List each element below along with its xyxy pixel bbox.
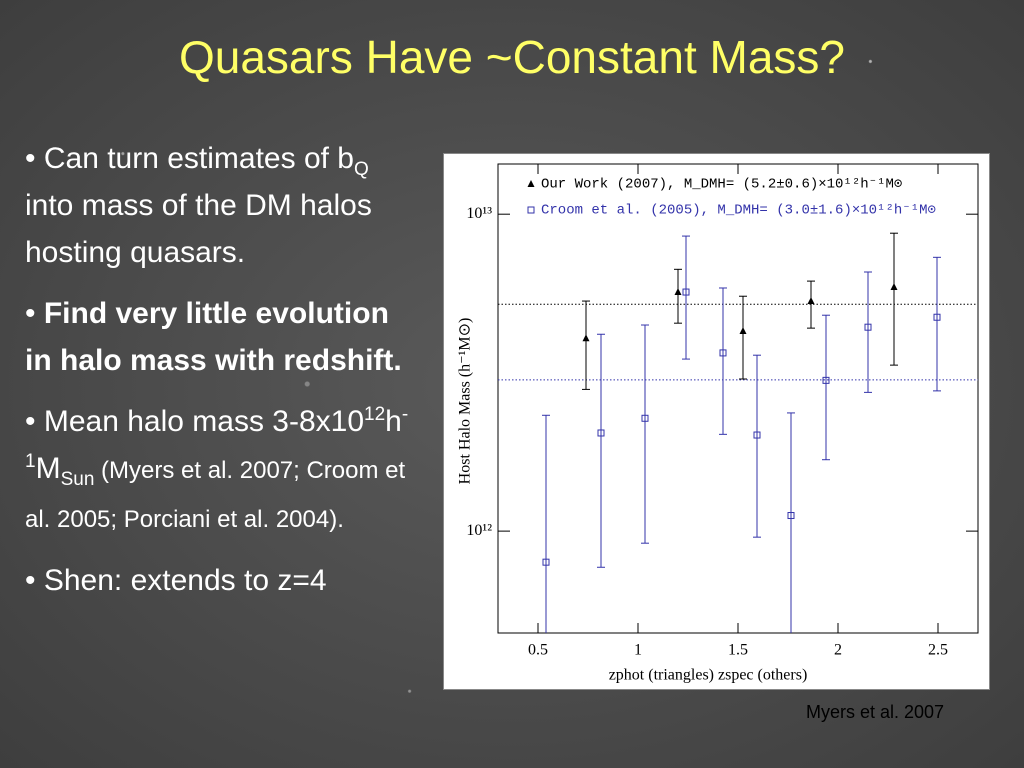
- caption: Myers et al. 2007: [806, 702, 945, 722]
- data-point: [674, 288, 682, 296]
- y-tick-label: 10¹³: [466, 205, 492, 222]
- data-point: [682, 288, 690, 296]
- data-point: [582, 334, 590, 342]
- data-point: [719, 349, 727, 357]
- bullet-text: Q: [354, 159, 369, 180]
- data-point: [753, 431, 761, 439]
- bullet: Shen: extends to z=4: [25, 557, 420, 604]
- bullet-text: 12: [364, 404, 386, 425]
- bullet: Can turn estimates of bQ into mass of th…: [25, 135, 420, 276]
- legend-label: Croom et al. (2005), M_DMH= (3.0±1.6)×10…: [541, 203, 936, 219]
- x-tick-label: 1: [634, 642, 642, 659]
- data-point: [597, 429, 605, 437]
- legend-label: Our Work (2007), M_DMH= (5.2±0.6)×10¹²h⁻…: [541, 177, 903, 193]
- bullet-text: h: [385, 405, 402, 438]
- chart: zphot (triangles) zspec (others) Host Ha…: [443, 153, 990, 690]
- y-axis-label: Host Halo Mass (h⁻¹M⊙): [457, 318, 474, 485]
- plot-frame: [497, 163, 979, 634]
- bullet-text: Shen: extends to z=4: [43, 564, 327, 597]
- bullet-text: Find very little evolution in halo mass …: [25, 297, 402, 377]
- x-axis-label: zphot (triangles) zspec (others): [609, 667, 808, 684]
- data-point: [739, 326, 747, 334]
- bullet-text: into mass of the DM halos hosting quasar…: [25, 189, 372, 269]
- bullet-list: Can turn estimates of bQ into mass of th…: [25, 135, 420, 618]
- bullet: Find very little evolution in halo mass …: [25, 290, 420, 384]
- data-point: [787, 512, 795, 520]
- x-tick-label: 2: [834, 642, 842, 659]
- bullet-text: Can turn estimates of b: [43, 142, 354, 175]
- data-point: [822, 376, 830, 384]
- data-point: [807, 297, 815, 305]
- data-point: [890, 283, 898, 291]
- legend-marker: [527, 206, 535, 214]
- y-tick-label: 10¹²: [466, 522, 492, 539]
- bullet-text: -1: [25, 404, 409, 472]
- x-tick-label: 2.5: [928, 642, 948, 659]
- data-point: [933, 313, 941, 321]
- bullet-text: M: [35, 452, 61, 485]
- plot-area: [498, 232, 978, 633]
- legend-marker: [527, 180, 535, 187]
- data-point: [641, 414, 649, 422]
- bullet: Mean halo mass 3-8x1012h-1MSun (Myers et…: [25, 398, 420, 543]
- bullet-text: Sun: [60, 469, 95, 490]
- x-tick-label: 1.5: [728, 642, 748, 659]
- bullet-text: (Myers et al. 2007; Croom et al. 2005; P…: [25, 457, 406, 533]
- data-point: [864, 323, 872, 331]
- bullet-text: Mean halo mass 3-8x10: [43, 405, 365, 438]
- slide-title: Quasars Have ~Constant Mass?: [178, 31, 846, 83]
- data-point: [542, 558, 550, 566]
- x-tick-label: 0.5: [528, 642, 548, 659]
